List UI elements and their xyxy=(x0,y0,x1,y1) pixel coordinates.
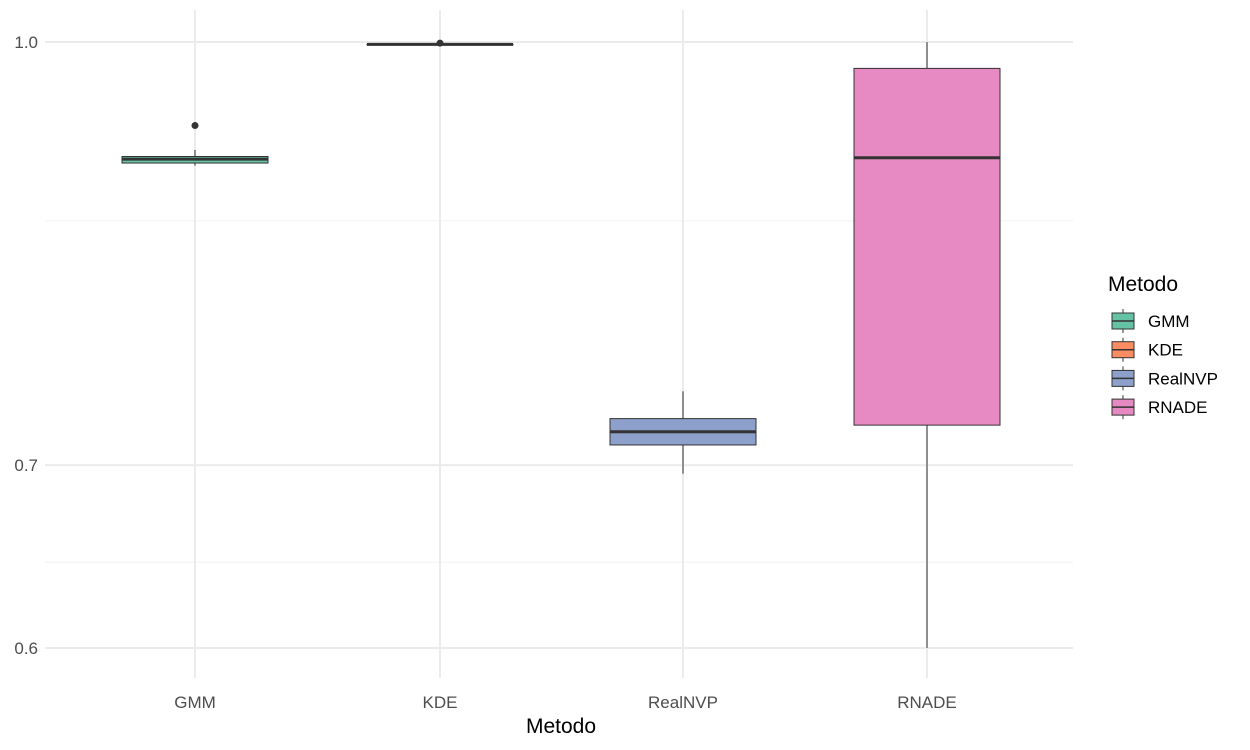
box-realnvp xyxy=(609,391,757,474)
legend-item-rnade: RNADE xyxy=(1111,395,1208,420)
x-tick-label: RNADE xyxy=(897,693,957,712)
x-tick-label: GMM xyxy=(174,693,216,712)
box-gmm xyxy=(121,122,269,166)
box-rnade xyxy=(853,42,1001,648)
outlier-point xyxy=(191,122,199,130)
y-tick-label: 0.7 xyxy=(14,456,38,475)
legend-label: RNADE xyxy=(1148,398,1208,417)
x-axis-title: Metodo xyxy=(526,715,596,738)
box-body xyxy=(853,67,1001,426)
x-tick-label: KDE xyxy=(423,693,458,712)
legend: Metodo GMM KDE RealNVP RNADE xyxy=(1108,273,1218,420)
legend-item-kde: KDE xyxy=(1111,337,1183,362)
x-tick-label: RealNVP xyxy=(648,693,718,712)
y-tick-label: 0.6 xyxy=(14,639,38,658)
y-tick-label: 1.0 xyxy=(14,33,38,52)
legend-label: GMM xyxy=(1148,312,1190,331)
legend-item-realnvp: RealNVP xyxy=(1111,366,1218,391)
box-layer xyxy=(121,39,1001,648)
legend-label: KDE xyxy=(1148,341,1183,360)
legend-label: RealNVP xyxy=(1148,369,1218,388)
outlier-point xyxy=(436,39,444,47)
legend-item-gmm: GMM xyxy=(1111,309,1190,333)
legend-title: Metodo xyxy=(1108,273,1178,296)
box-kde xyxy=(366,39,514,47)
axis-layer: 0.6 0.7 1.0 GMM KDE RealNVP RNADE xyxy=(14,33,956,712)
